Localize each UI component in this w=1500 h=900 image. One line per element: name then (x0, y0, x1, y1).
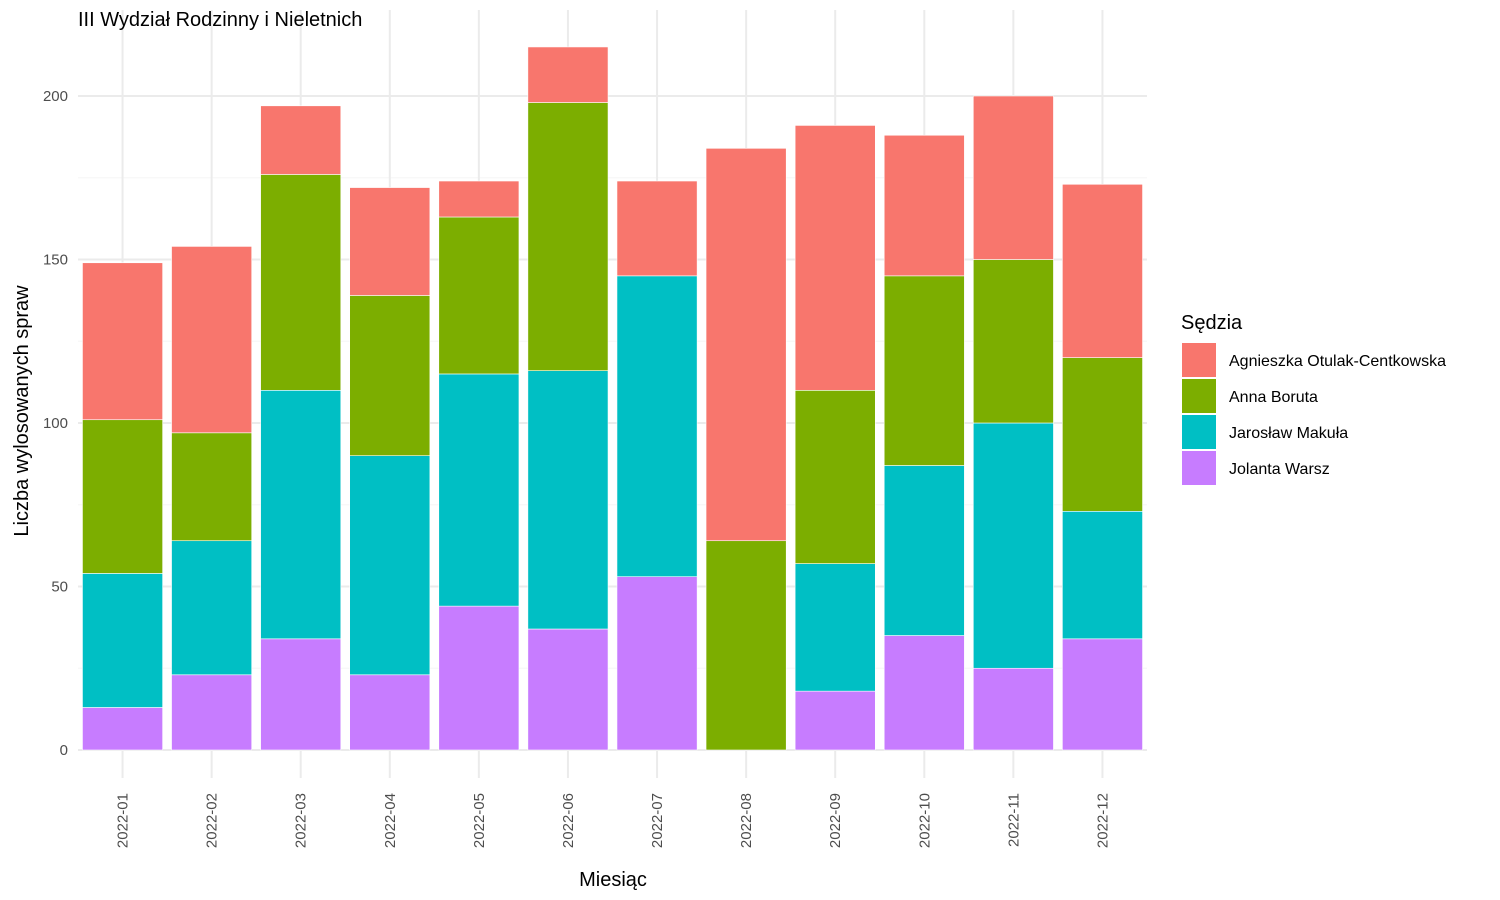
bar-segment (794, 125, 876, 391)
y-axis-ticks: 0 50 100 150 200 (43, 88, 68, 759)
bar-segment (438, 373, 520, 607)
bar-segment (883, 275, 965, 466)
legend-label: Jolanta Warsz (1229, 461, 1330, 478)
bar-segment (438, 605, 520, 751)
bar-segment (527, 102, 609, 371)
bar-segment (1062, 357, 1143, 512)
bar-segment (972, 667, 1054, 751)
bar-segment (794, 690, 876, 751)
x-tick-label: 2022-03 (293, 793, 310, 848)
bar-segment (616, 275, 698, 577)
bar-segment (705, 540, 787, 751)
legend-swatch (1182, 343, 1216, 377)
bar-segment (616, 576, 698, 751)
bar-segment (705, 148, 787, 542)
bar-segment (616, 180, 698, 277)
x-tick-label: 2022-02 (204, 793, 221, 848)
bar-segment (260, 389, 342, 640)
bar-segment (82, 419, 163, 574)
bar-segment (527, 46, 609, 103)
chart-title: III Wydział Rodzinny i Nieletnich (78, 9, 362, 31)
legend-label: Anna Boruta (1229, 389, 1318, 406)
x-tick-label: 2022-08 (738, 793, 755, 848)
bar-segment (171, 432, 253, 542)
bar-segment (1062, 183, 1143, 358)
legend-swatch (1182, 415, 1216, 449)
bar-segment (260, 638, 342, 751)
x-tick-label: 2022-09 (827, 793, 844, 848)
bars (82, 46, 1143, 751)
x-tick-label: 2022-12 (1094, 793, 1111, 848)
bar-segment (82, 573, 163, 708)
x-tick-label: 2022-04 (382, 793, 399, 848)
x-tick-label: 2022-01 (115, 793, 132, 848)
bar-segment (171, 540, 253, 676)
legend-items: Agnieszka Otulak-Centkowska Anna Boruta Ja… (1182, 343, 1446, 485)
legend-label: Jarosław Makuła (1229, 425, 1348, 442)
legend: Sędzia Agnieszka Otulak-Centkowska Anna B… (1181, 312, 1446, 485)
bar-segment (794, 563, 876, 692)
x-tick-label: 2022-05 (471, 793, 488, 848)
bar-segment (438, 216, 520, 375)
bar-segment (1062, 510, 1143, 640)
bar-segment (349, 295, 431, 456)
bar-segment (82, 262, 163, 421)
legend-swatch (1182, 379, 1216, 413)
x-tick-label: 2022-07 (649, 793, 666, 848)
x-tick-label: 2022-10 (916, 793, 933, 848)
y-tick-label: 200 (43, 88, 68, 105)
bar-segment (972, 95, 1054, 260)
bar-segment (438, 180, 520, 218)
y-tick-label: 0 (60, 742, 68, 759)
x-axis-title: Miesiąc (579, 869, 647, 891)
bar-segment (883, 134, 965, 277)
bar-segment (972, 259, 1054, 424)
x-axis-ticks: 2022-01 2022-02 2022-03 2022-04 2022-05 2022-… (115, 793, 1112, 848)
legend-label: Agnieszka Otulak-Centkowska (1229, 353, 1446, 370)
bar-segment (972, 422, 1054, 669)
y-tick-label: 150 (43, 252, 68, 269)
x-tick-label: 2022-06 (560, 793, 577, 848)
bar-segment (260, 105, 342, 175)
bar-segment (260, 174, 342, 391)
bar-segment (794, 389, 876, 564)
bar-segment (349, 674, 431, 751)
bar-segment (171, 674, 253, 751)
x-tick-label: 2022-11 (1005, 793, 1022, 847)
y-tick-label: 50 (51, 579, 68, 596)
legend-title: Sędzia (1181, 312, 1243, 334)
bar-segment (171, 246, 253, 434)
y-axis-title: Liczba wylosowanych spraw (11, 285, 33, 537)
bar-segment (883, 635, 965, 751)
bar-segment (527, 628, 609, 751)
bar-segment (82, 707, 163, 751)
legend-swatch (1182, 451, 1216, 485)
bar-segment (527, 370, 609, 630)
bar-segment (1062, 638, 1143, 751)
bar-segment (349, 455, 431, 676)
bar-segment (349, 187, 431, 296)
y-tick-label: 100 (43, 415, 68, 432)
bar-segment (883, 465, 965, 636)
